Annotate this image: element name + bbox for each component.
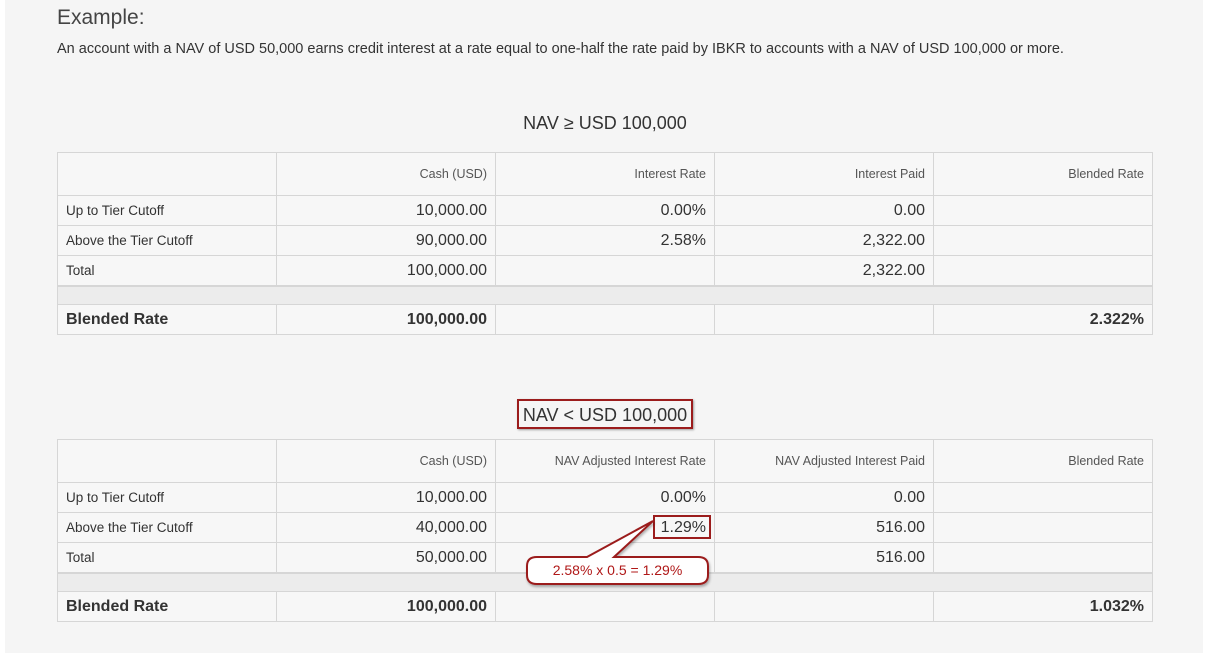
blended-cell: 2.322% bbox=[933, 304, 1153, 335]
blended-cell bbox=[933, 542, 1153, 574]
callout-text: 2.58% x 0.5 = 1.29% bbox=[552, 562, 683, 578]
blended-cell bbox=[933, 482, 1153, 513]
paid-cell: 516.00 bbox=[714, 512, 934, 543]
table-row: Above the Tier Cutoff 40,000.00 1.29% 51… bbox=[57, 512, 1153, 543]
column-header-paid: NAV Adjusted Interest Paid bbox=[714, 439, 934, 483]
callout-bubble bbox=[526, 520, 709, 585]
example-heading: Example: bbox=[57, 6, 145, 29]
paid-cell: 0.00 bbox=[714, 482, 934, 513]
blended-cell bbox=[933, 255, 1153, 287]
paid-cell: 0.00 bbox=[714, 195, 934, 226]
cash-cell: 90,000.00 bbox=[276, 225, 496, 256]
column-header-cash: Cash (USD) bbox=[276, 439, 496, 483]
table-row: Up to Tier Cutoff 10,000.00 0.00% 0.00 bbox=[57, 482, 1153, 513]
paid-cell: 2,322.00 bbox=[714, 255, 934, 287]
rate-cell bbox=[495, 255, 715, 287]
column-header bbox=[57, 152, 277, 196]
rate-cell: 2.58% bbox=[495, 225, 715, 256]
table2-title: NAV < USD 100,000 bbox=[57, 399, 1153, 429]
column-header-rate: Interest Rate bbox=[495, 152, 715, 196]
column-header-blended: Blended Rate bbox=[933, 439, 1153, 483]
row-label: Above the Tier Cutoff bbox=[57, 512, 277, 543]
spacer-row bbox=[57, 285, 1153, 305]
cash-cell: 10,000.00 bbox=[276, 195, 496, 226]
paid-cell bbox=[714, 591, 934, 622]
row-label: Blended Rate bbox=[57, 591, 277, 622]
highlighted-title: NAV < USD 100,000 bbox=[516, 399, 694, 429]
paid-cell: 2,322.00 bbox=[714, 225, 934, 256]
paid-cell bbox=[714, 304, 934, 335]
table-row: Up to Tier Cutoff 10,000.00 0.00% 0.00 bbox=[57, 195, 1153, 226]
example-description: An account with a NAV of USD 50,000 earn… bbox=[57, 41, 1064, 57]
row-label: Blended Rate bbox=[57, 304, 277, 335]
blended-cell bbox=[933, 195, 1153, 226]
column-header-rate: NAV Adjusted Interest Rate bbox=[495, 439, 715, 483]
cash-cell: 100,000.00 bbox=[276, 591, 496, 622]
table-row-total: Total 100,000.00 2,322.00 bbox=[57, 255, 1153, 287]
table1-title: NAV ≥ USD 100,000 bbox=[523, 113, 687, 133]
cash-cell: 50,000.00 bbox=[276, 542, 496, 574]
column-header-blended: Blended Rate bbox=[933, 152, 1153, 196]
rate-cell: 0.00% bbox=[495, 482, 715, 513]
table-row: Above the Tier Cutoff 90,000.00 2.58% 2,… bbox=[57, 225, 1153, 256]
column-header-cash: Cash (USD) bbox=[276, 152, 496, 196]
table-row-total: Total 50,000.00 516.00 bbox=[57, 542, 1153, 574]
row-label: Up to Tier Cutoff bbox=[57, 195, 277, 226]
cash-cell: 10,000.00 bbox=[276, 482, 496, 513]
row-label: Total bbox=[57, 542, 277, 574]
blended-cell bbox=[933, 225, 1153, 256]
rate-highlight-box bbox=[653, 515, 711, 539]
rate-cell: 0.00% bbox=[495, 195, 715, 226]
blended-cell: 1.032% bbox=[933, 591, 1153, 622]
paid-cell: 516.00 bbox=[714, 542, 934, 574]
rate-cell bbox=[495, 591, 715, 622]
cash-cell: 100,000.00 bbox=[276, 304, 496, 335]
table-header-row: Cash (USD) NAV Adjusted Interest Rate NA… bbox=[57, 439, 1153, 483]
column-header-paid: Interest Paid bbox=[714, 152, 934, 196]
nav-above-table: Cash (USD) Interest Rate Interest Paid B… bbox=[57, 152, 1153, 335]
rate-cell bbox=[495, 304, 715, 335]
column-header bbox=[57, 439, 277, 483]
blended-cell bbox=[933, 512, 1153, 543]
blended-rate-row: Blended Rate 100,000.00 2.322% bbox=[57, 304, 1153, 335]
row-label: Above the Tier Cutoff bbox=[57, 225, 277, 256]
table-header-row: Cash (USD) Interest Rate Interest Paid B… bbox=[57, 152, 1153, 196]
spacer-cell bbox=[57, 285, 1153, 305]
cash-cell: 40,000.00 bbox=[276, 512, 496, 543]
cash-cell: 100,000.00 bbox=[276, 255, 496, 287]
blended-rate-row: Blended Rate 100,000.00 1.032% bbox=[57, 591, 1153, 622]
row-label: Total bbox=[57, 255, 277, 287]
row-label: Up to Tier Cutoff bbox=[57, 482, 277, 513]
